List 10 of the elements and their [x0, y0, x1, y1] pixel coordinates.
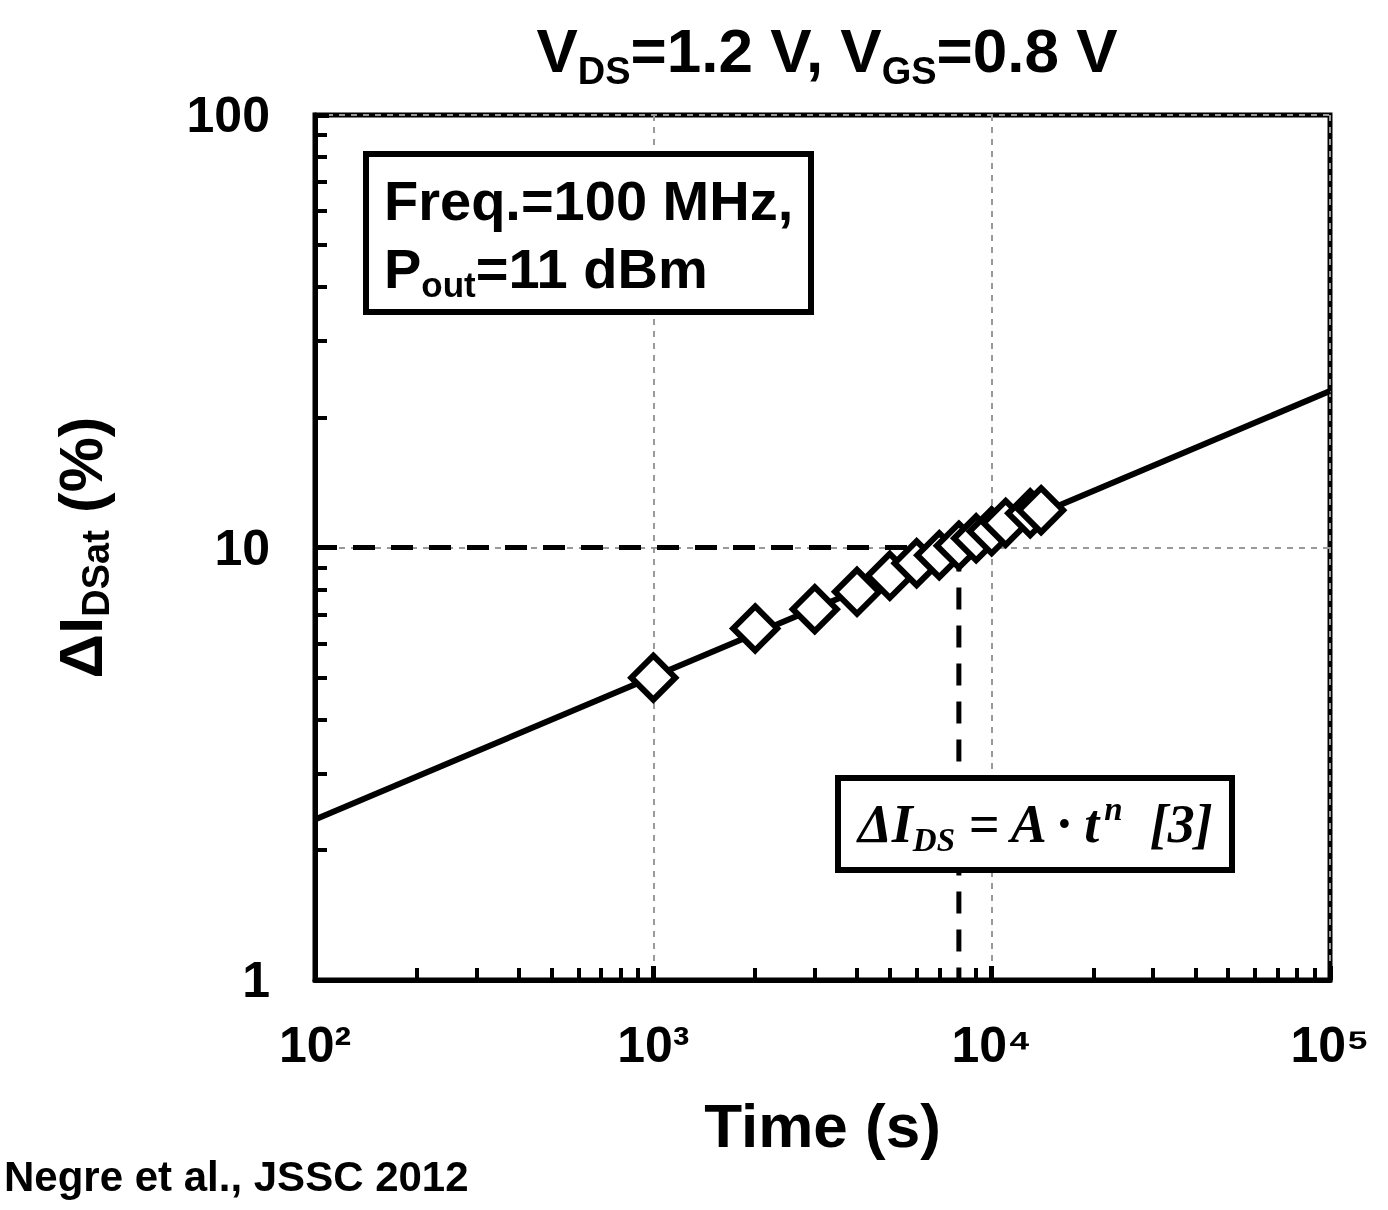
text: Negre et al., JSSC 2012 [4, 1152, 469, 1200]
x-tick-label: 10³ [617, 1017, 690, 1073]
y-axis-title: ΔIDSat (%) [45, 416, 117, 679]
x-tick-label: 10² [278, 1017, 352, 1073]
x-tick-label: 10⁴ [951, 1017, 1032, 1073]
x-tick-label: 10⁵ [1290, 1017, 1370, 1073]
y-tick-label: 100 [186, 87, 270, 143]
y-tick-label: 1 [242, 952, 270, 1008]
x-axis-title: Time (s) [704, 1090, 941, 1160]
y-tick-label: 10 [214, 519, 270, 576]
